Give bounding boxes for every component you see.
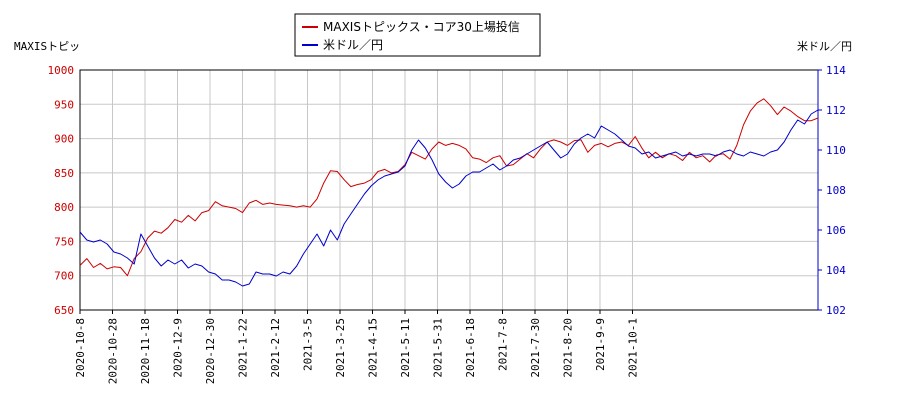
right-tick-label: 104 <box>826 264 846 277</box>
left-axis-ticks: 650 700 750 800 850 900 950 1000 <box>48 64 75 317</box>
left-tick-label: 900 <box>54 133 74 146</box>
x-tick-label: 2021-3-5 <box>301 318 314 371</box>
plot-area <box>80 70 818 310</box>
right-tick-label: 108 <box>826 184 846 197</box>
left-axis-label: MAXISトピッ <box>14 40 80 53</box>
x-tick-label: 2020-10-8 <box>74 318 87 378</box>
series-lines <box>79 98 819 287</box>
left-tick-label: 950 <box>54 98 74 111</box>
x-tick-label: 2021-7-30 <box>529 318 542 378</box>
x-tick-label: 2021-4-15 <box>366 318 379 378</box>
series-line-maxis <box>79 98 819 277</box>
x-tick-label: 2021-7-8 <box>496 318 509 371</box>
x-tick-label: 2020-12-9 <box>171 318 184 378</box>
x-tick-label: 2020-10-28 <box>106 318 119 384</box>
right-tick-label: 114 <box>826 64 846 77</box>
right-tick-label: 106 <box>826 224 846 237</box>
x-tick-label: 2021-10-1 <box>626 318 639 378</box>
x-tick-label: 2021-2-12 <box>269 318 282 378</box>
left-tick-label: 800 <box>54 201 74 214</box>
legend-label-usdjpy: 米ドル／円 <box>323 38 383 52</box>
x-tick-label: 2021-9-9 <box>594 318 607 371</box>
x-tick-label: 2021-5-11 <box>399 318 412 378</box>
right-tick-label: 112 <box>826 104 846 117</box>
left-tick-label: 750 <box>54 235 74 248</box>
grid <box>80 70 818 310</box>
right-tick-label: 102 <box>826 304 846 317</box>
x-tick-label: 2021-5-31 <box>431 318 444 378</box>
left-tick-label: 700 <box>54 270 74 283</box>
right-tick-label: 110 <box>826 144 846 157</box>
x-tick-label: 2021-3-25 <box>334 318 347 378</box>
legend-box <box>294 13 541 57</box>
x-tick-label: 2020-11-18 <box>139 318 152 384</box>
left-tick-label: 850 <box>54 167 74 180</box>
x-tick-label: 2020-12-30 <box>204 318 217 384</box>
x-axis-ticks: 2020-10-8 2020-10-28 2020-11-18 2020-12-9 20… <box>74 310 639 384</box>
legend-label-maxis: MAXISトピックス・コア30上場投信 <box>323 19 520 34</box>
right-axis-label: 米ドル／円 <box>797 40 852 53</box>
legend: MAXISトピックス・コア30上場投信 米ドル／円 <box>294 13 541 57</box>
left-tick-label: 1000 <box>48 64 75 77</box>
x-tick-label: 2021-1-22 <box>236 318 249 378</box>
x-tick-label: 2021-8-20 <box>561 318 574 378</box>
series-line-usdjpy <box>79 109 819 287</box>
x-tick-label: 2021-6-18 <box>464 318 477 378</box>
left-tick-label: 650 <box>54 304 74 317</box>
right-axis-ticks: 102 104 106 108 110 112 114 <box>817 64 846 317</box>
